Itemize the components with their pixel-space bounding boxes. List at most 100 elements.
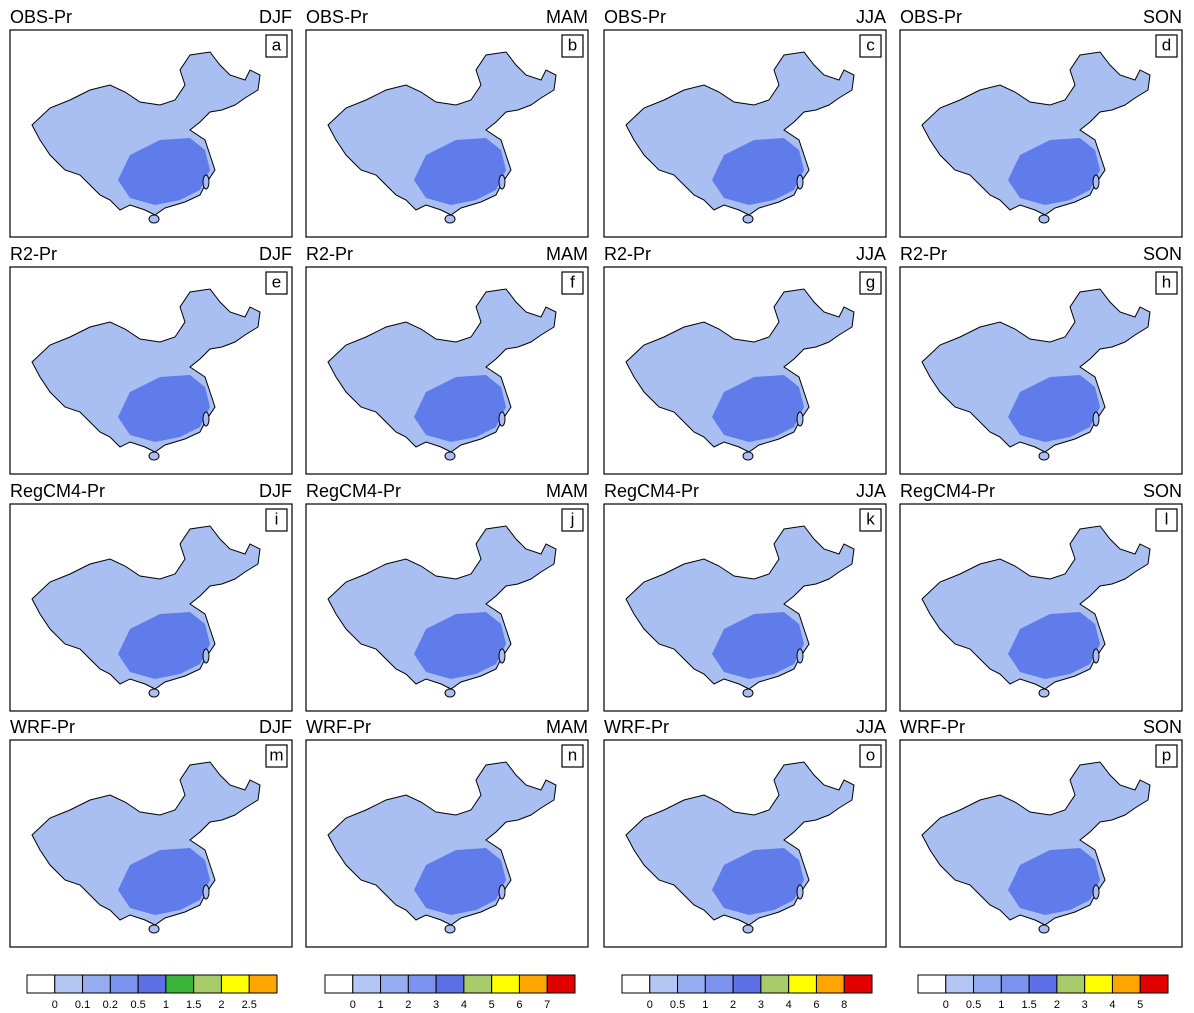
colorbar-box [789, 975, 817, 993]
panel-season: JJA [856, 481, 886, 501]
colorbar-tick-label: 0.5 [966, 999, 981, 1011]
panel-title: WRF-Pr [900, 717, 965, 737]
map [922, 52, 1150, 223]
panel-season: MAM [546, 244, 588, 264]
colorbar-tick-label: 5 [489, 999, 495, 1011]
panel-letter: d [1162, 35, 1171, 54]
panel-title: RegCM4-Pr [604, 481, 699, 501]
map [328, 52, 556, 223]
colorbar-box [1112, 975, 1140, 993]
colorbar-tick-label: 6 [813, 999, 819, 1011]
colorbar-box [946, 975, 974, 993]
map [922, 762, 1150, 933]
colorbar-box [194, 975, 222, 993]
colorbar-tick-label: 0 [943, 999, 949, 1011]
colorbar-tick-label: 1.5 [1021, 999, 1036, 1011]
panel-letter: l [1165, 509, 1169, 528]
colorbar-tick-label: 4 [1109, 999, 1115, 1011]
map [922, 526, 1150, 697]
map [922, 289, 1150, 460]
panel-season: SON [1143, 481, 1182, 501]
panel-letter: k [866, 509, 875, 528]
taiwan [203, 175, 209, 189]
colorbar-box [408, 975, 436, 993]
taiwan [1093, 649, 1099, 663]
panel-title: OBS-Pr [900, 7, 962, 27]
map [328, 526, 556, 697]
colorbar-box [83, 975, 111, 993]
colorbar-box [55, 975, 83, 993]
taiwan [1093, 412, 1099, 426]
hainan [743, 689, 753, 697]
taiwan [499, 412, 505, 426]
panel-letter: b [568, 35, 577, 54]
panel-letter: h [1162, 272, 1171, 291]
colorbar-box [492, 975, 520, 993]
panel-title: WRF-Pr [10, 717, 75, 737]
colorbar-tick-label: 2 [730, 999, 736, 1011]
map [32, 526, 260, 697]
colorbar-tick-label: 2 [218, 999, 224, 1011]
colorbar-tick-label: 6 [516, 999, 522, 1011]
hainan [1039, 689, 1049, 697]
colorbar-tick-label: 4 [461, 999, 467, 1011]
map [32, 52, 260, 223]
colorbar-box [974, 975, 1002, 993]
hainan [743, 215, 753, 223]
panel-title: R2-Pr [10, 244, 57, 264]
map [328, 289, 556, 460]
taiwan [1093, 885, 1099, 899]
panel-letter: f [570, 272, 575, 291]
colorbar-tick-label: 0 [350, 999, 356, 1011]
taiwan [797, 412, 803, 426]
colorbar-tick-label: 3 [1082, 999, 1088, 1011]
colorbar-box [547, 975, 575, 993]
colorbar-tick-label: 1 [702, 999, 708, 1011]
panel-title: WRF-Pr [604, 717, 669, 737]
hainan [445, 215, 455, 223]
colorbar-tick-label: 8 [841, 999, 847, 1011]
taiwan [203, 412, 209, 426]
colorbar-box [1085, 975, 1113, 993]
map [626, 526, 854, 697]
colorbar-box [519, 975, 547, 993]
colorbar-tick-label: 0.5 [130, 999, 145, 1011]
colorbar-box [166, 975, 194, 993]
colorbar-tick-label: 0.1 [75, 999, 90, 1011]
colorbar-box [221, 975, 249, 993]
hainan [445, 689, 455, 697]
panel-letter: a [272, 35, 282, 54]
colorbar-box [1057, 975, 1085, 993]
taiwan [797, 175, 803, 189]
panel-title: WRF-Pr [306, 717, 371, 737]
colorbar-tick-label: 2 [405, 999, 411, 1011]
taiwan [797, 649, 803, 663]
colorbar-tick-label: 0 [52, 999, 58, 1011]
panel-title: RegCM4-Pr [306, 481, 401, 501]
colorbar-box [353, 975, 381, 993]
hainan [1039, 215, 1049, 223]
panel-season: JJA [856, 244, 886, 264]
colorbar-tick-label: 0.2 [103, 999, 118, 1011]
panel-title: OBS-Pr [10, 7, 72, 27]
colorbar-box [464, 975, 492, 993]
panel-title: R2-Pr [604, 244, 651, 264]
colorbar-box [381, 975, 409, 993]
map [32, 289, 260, 460]
panel-letter: e [272, 272, 281, 291]
panel-title: R2-Pr [900, 244, 947, 264]
panel-season: SON [1143, 7, 1182, 27]
colorbar-box [918, 975, 946, 993]
panel-season: MAM [546, 481, 588, 501]
colorbar-tick-label: 5 [1137, 999, 1143, 1011]
colorbar-box [1140, 975, 1168, 993]
panel-season: DJF [259, 717, 292, 737]
colorbar-box [1001, 975, 1029, 993]
taiwan [499, 885, 505, 899]
colorbar-box [844, 975, 872, 993]
colorbar-tick-label: 3 [758, 999, 764, 1011]
panel-letter: o [866, 745, 875, 764]
map [32, 762, 260, 933]
colorbar-tick-label: 1 [998, 999, 1004, 1011]
panel-letter: i [275, 509, 279, 528]
